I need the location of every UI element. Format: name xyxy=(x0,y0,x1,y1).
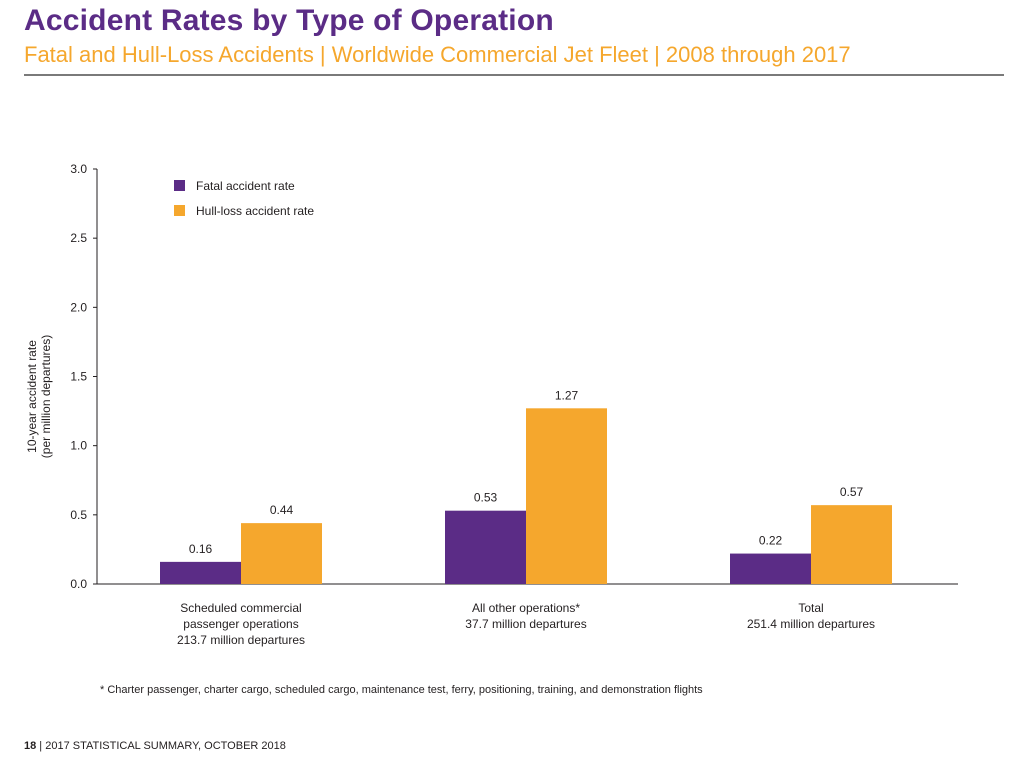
x-category-label: passenger operations xyxy=(183,617,298,631)
y-tick-label: 2.5 xyxy=(70,231,87,245)
data-label: 0.16 xyxy=(189,542,213,556)
header-divider xyxy=(24,74,1004,76)
bar-chart: 0.0 0.5 1.0 1.5 2.0 2.5 3.0 10-year accident ra… xyxy=(25,162,958,647)
y-tick-label: 2.0 xyxy=(70,300,87,314)
legend-swatch xyxy=(174,180,185,191)
chart-title: Accident Rates by Type of Operation xyxy=(24,4,554,37)
legend-label: Fatal accident rate xyxy=(196,179,295,193)
y-tick-label: 0.5 xyxy=(70,508,87,522)
x-category-label: 37.7 million departures xyxy=(465,617,586,631)
bar-hull-loss xyxy=(526,408,607,584)
y-axis-label-units: (per million departures) xyxy=(39,335,53,458)
data-label: 0.53 xyxy=(474,491,498,505)
x-category-label: 251.4 million departures xyxy=(747,617,875,631)
data-label: 0.22 xyxy=(759,534,783,548)
footnote: * Charter passenger, charter cargo, sche… xyxy=(100,684,703,696)
bar-fatal xyxy=(730,553,811,584)
legend-swatch xyxy=(174,205,185,216)
bar-hull-loss xyxy=(241,523,322,584)
x-category-label: All other operations* xyxy=(472,601,580,615)
y-tick-label: 1.5 xyxy=(70,370,87,384)
x-category-label: Scheduled commercial xyxy=(180,601,301,615)
y-axis-label: 10-year accident rate xyxy=(25,340,39,453)
data-label: 0.44 xyxy=(270,503,294,517)
data-label: 0.57 xyxy=(840,485,864,499)
page-number: 18 xyxy=(24,740,37,752)
bar-fatal xyxy=(445,510,526,584)
y-tick-label: 3.0 xyxy=(70,162,87,176)
chart-subtitle: Fatal and Hull-Loss Accidents | Worldwid… xyxy=(24,42,851,67)
y-tick-label: 1.0 xyxy=(70,439,87,453)
y-tick-label: 0.0 xyxy=(70,577,87,591)
legend-label: Hull-loss accident rate xyxy=(196,204,314,218)
bar-hull-loss xyxy=(811,505,892,584)
x-category-label: Total xyxy=(798,601,823,615)
footer-text: | 2017 STATISTICAL SUMMARY, OCTOBER 2018 xyxy=(36,740,286,752)
x-category-label: 213.7 million departures xyxy=(177,633,305,647)
page-footer: 18 | 2017 STATISTICAL SUMMARY, OCTOBER 2… xyxy=(24,740,286,752)
data-label: 1.27 xyxy=(555,388,579,402)
bar-fatal xyxy=(160,561,241,584)
